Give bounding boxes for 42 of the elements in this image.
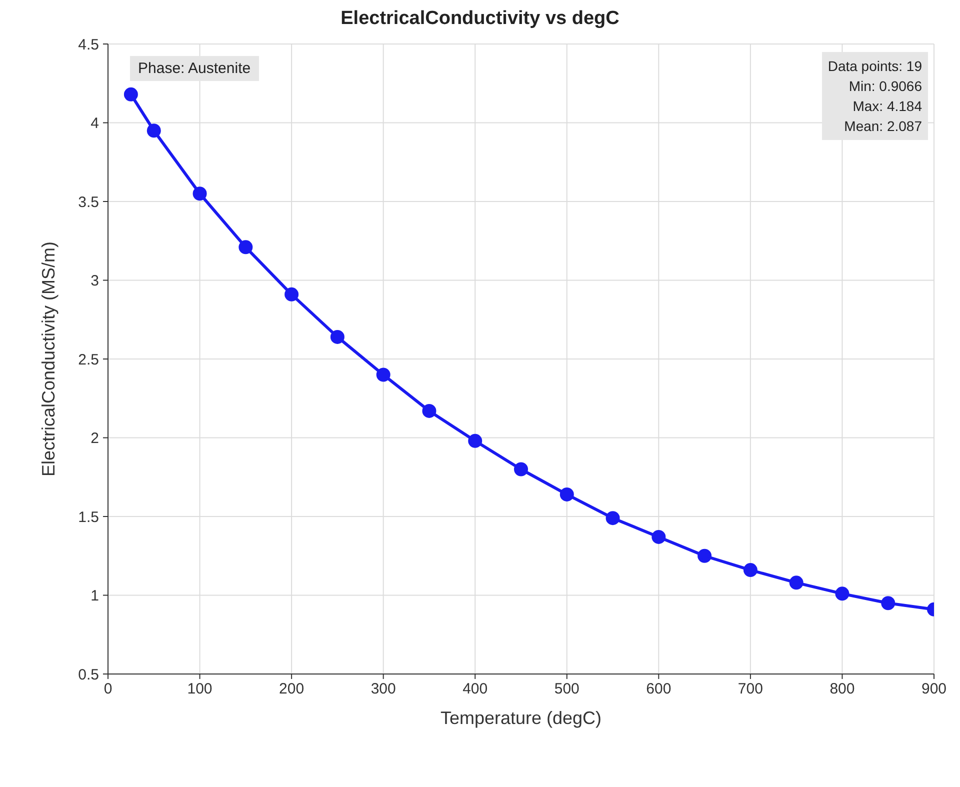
y-tick-label: 3 [90,272,99,290]
point [468,434,482,448]
point [238,240,253,254]
annotation: Phase: Austenite [130,56,259,81]
x-tick-label: 200 [279,680,304,698]
x-tick-label: 300 [370,680,396,698]
x-tick-label: 800 [830,680,855,698]
x-tick-label: 900 [921,680,947,698]
point [606,511,620,526]
point [560,487,574,502]
chart-title: ElectricalConductivity vs degC [340,8,620,31]
point [698,548,712,563]
y-tick-label: 2.5 [78,351,99,368]
y-axis-title: ElectricalConductivity (MS/m) [38,241,58,477]
point [330,330,344,344]
point [881,596,896,610]
point [124,87,138,102]
point [422,404,436,418]
x-tick-label: 700 [738,680,763,698]
x-tick-label: 0 [104,680,112,698]
y-tick-label: 4.5 [78,36,99,54]
point [835,586,850,601]
point [376,368,390,382]
y-tick-label: 4 [90,115,99,132]
point [652,530,666,544]
x-tick-label: 500 [554,680,580,698]
x-tick-label: 400 [462,680,488,698]
point [743,563,758,578]
point [789,576,804,590]
x-tick-label: 600 [646,680,672,698]
y-tick-label: 2 [90,430,99,448]
annotation: Data points: 19 Min: 0.9066 Max: 4.184 Mean: 2.087 [822,52,928,140]
y-tick-label: 0.5 [78,666,99,684]
y-tick-label: 1 [90,588,99,605]
y-tick-label: 1.5 [78,508,99,526]
x-tick-label: 100 [187,680,212,698]
point [192,186,207,201]
y-tick-label: 3.5 [78,194,99,211]
point [146,124,161,138]
point [284,287,299,302]
point [514,462,528,476]
x-axis-title: Temperature (degC) [440,708,602,728]
